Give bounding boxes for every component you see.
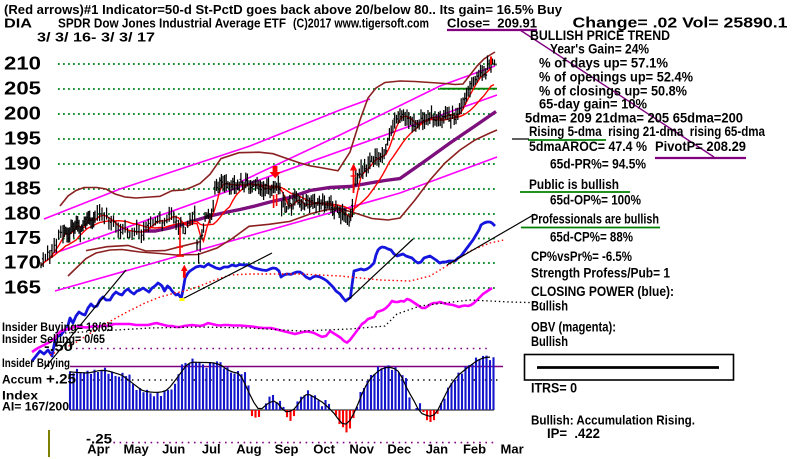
svg-text:195: 195 bbox=[4, 129, 41, 149]
svg-text:Apr: Apr bbox=[87, 442, 109, 457]
svg-text:65-day gain= 10%: 65-day gain= 10% bbox=[539, 97, 647, 112]
svg-text:Strength Profess/Pub= 1: Strength Profess/Pub= 1 bbox=[531, 266, 670, 281]
svg-text:+.25: +.25 bbox=[46, 372, 76, 388]
svg-text:Insider Buying: Insider Buying bbox=[2, 356, 70, 370]
svg-text:ITRS= 0: ITRS= 0 bbox=[531, 381, 577, 396]
svg-text:Professionals are bullish: Professionals are bullish bbox=[531, 212, 659, 227]
svg-text:Nov: Nov bbox=[349, 442, 374, 457]
svg-text:210: 210 bbox=[4, 54, 41, 74]
svg-text:-.50: -.50 bbox=[44, 339, 73, 355]
svg-text:(C)2017 www.tigersoft.com: (C)2017 www.tigersoft.com bbox=[293, 16, 429, 31]
svg-text:Bullish: Bullish bbox=[531, 334, 568, 349]
svg-text:205: 205 bbox=[4, 79, 41, 99]
svg-text:180: 180 bbox=[4, 204, 41, 224]
svg-text:Oct: Oct bbox=[313, 442, 335, 457]
svg-text:Index: Index bbox=[2, 389, 38, 403]
svg-text:Dec: Dec bbox=[387, 442, 411, 457]
svg-text:5dma= 209 21dma= 205 65dma=200: 5dma= 209 21dma= 205 65dma=200 bbox=[525, 111, 743, 126]
svg-text:AI= 167/200: AI= 167/200 bbox=[2, 400, 69, 414]
svg-text:3/ 3/ 16- 3/ 3/ 17: 3/ 3/ 16- 3/ 3/ 17 bbox=[37, 30, 155, 45]
svg-text:Rising 5-dma rising 21-dma r: Rising 5-dma rising 21-dma rising 65-dma bbox=[529, 124, 765, 139]
svg-text:Change= .02 Vol= 25890.1: Change= .02 Vol= 25890.1 bbox=[573, 15, 788, 32]
svg-text:% of days up= 57.1%: % of days up= 57.1% bbox=[539, 56, 668, 71]
svg-text:Public is bullish: Public is bullish bbox=[529, 177, 619, 192]
svg-text:% of closings up= 50.8%: % of closings up= 50.8% bbox=[539, 84, 687, 99]
svg-text:SPDR Dow Jones Industrial Aver: SPDR Dow Jones Industrial Average ETF bbox=[58, 16, 286, 31]
svg-text:Accum: Accum bbox=[2, 373, 42, 387]
svg-text:Sep: Sep bbox=[275, 442, 299, 457]
svg-text:Jan: Jan bbox=[426, 442, 448, 457]
svg-text:OBV (magenta):: OBV (magenta): bbox=[531, 320, 616, 335]
svg-text:PivotP= 208.29: PivotP= 208.29 bbox=[655, 139, 746, 154]
svg-text:Jul: Jul bbox=[202, 442, 221, 457]
svg-text:May: May bbox=[123, 442, 149, 457]
svg-text:-.25: -.25 bbox=[86, 432, 113, 447]
svg-text:Bullish: Accumulation Rising.: Bullish: Accumulation Rising. bbox=[531, 413, 695, 428]
svg-text:Jun: Jun bbox=[162, 442, 185, 457]
svg-text:65d-PR%= 94.5%: 65d-PR%= 94.5% bbox=[550, 157, 646, 172]
svg-text:CLOSING POWER (blue):: CLOSING POWER (blue): bbox=[531, 284, 674, 299]
svg-text:Aug: Aug bbox=[236, 442, 261, 457]
svg-text:Mar: Mar bbox=[501, 442, 524, 457]
svg-text:BULLISH PRICE TREND: BULLISH PRICE TREND bbox=[530, 28, 670, 43]
svg-text:5dmaAROC= 47.4 %: 5dmaAROC= 47.4 % bbox=[529, 139, 647, 154]
svg-text:65d-OP%= 100%: 65d-OP%= 100% bbox=[550, 193, 641, 208]
svg-text:Close= 209.91: Close= 209.91 bbox=[447, 16, 537, 31]
svg-text:200: 200 bbox=[4, 104, 41, 124]
svg-text:Insider Buying= 18/65: Insider Buying= 18/65 bbox=[2, 320, 113, 334]
svg-text:165: 165 bbox=[4, 278, 41, 298]
svg-text:CP%vsPr%= -6.5%: CP%vsPr%= -6.5% bbox=[531, 249, 632, 264]
svg-text:Bullish: Bullish bbox=[531, 299, 568, 314]
svg-text:Year's Gain= 24%: Year's Gain= 24% bbox=[550, 42, 649, 57]
svg-text:170: 170 bbox=[4, 253, 41, 273]
svg-text:185: 185 bbox=[4, 179, 41, 199]
svg-text:175: 175 bbox=[4, 228, 41, 248]
svg-text:Feb: Feb bbox=[463, 442, 486, 457]
svg-text:% of openings up= 52.4%: % of openings up= 52.4% bbox=[539, 70, 693, 85]
svg-text:DIA: DIA bbox=[4, 16, 33, 31]
svg-text:65d-CP%= 88%: 65d-CP%= 88% bbox=[550, 230, 633, 245]
svg-text:IP= .422: IP= .422 bbox=[547, 425, 600, 441]
svg-text:(Red arrows)#1 Indicator=50-d: (Red arrows)#1 Indicator=50-d St-PctD go… bbox=[4, 2, 563, 17]
svg-text:Insider Selling= 0/65: Insider Selling= 0/65 bbox=[2, 332, 105, 346]
svg-text:190: 190 bbox=[4, 154, 41, 174]
